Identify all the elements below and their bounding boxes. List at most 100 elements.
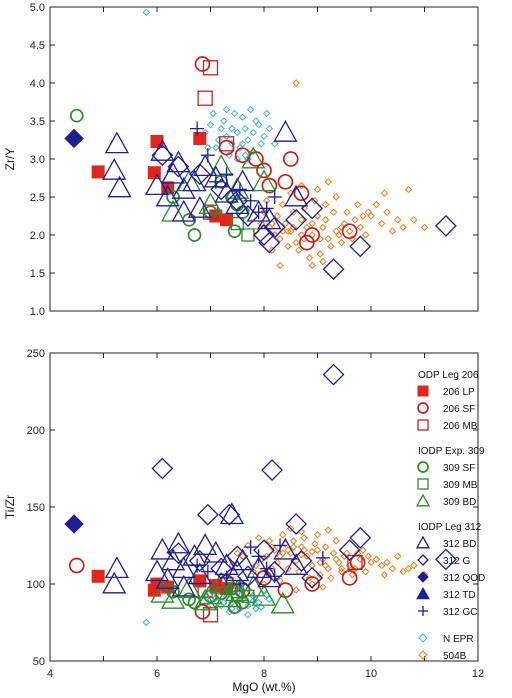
zr-y-point-504b (305, 254, 314, 262)
zr-y-point-n-epr (265, 124, 274, 133)
legend-marker-312-td (416, 586, 430, 600)
zr-y-point-206-mb (202, 204, 219, 220)
ti-zr-marks (64, 363, 457, 627)
zr-y-point-n-epr (233, 155, 241, 163)
zr-y-point-312-bd (160, 161, 186, 184)
ti-zr-point-312-g (349, 526, 372, 549)
ti-zr-point-312-bd (230, 548, 255, 571)
zr-y-point-206-sf (282, 151, 299, 167)
zr-y-point-504b (316, 250, 324, 258)
ti-zr-point-504b (297, 527, 306, 536)
zr-y-point-309-sf (166, 190, 180, 204)
ti-zr-x-tick-label: 4 (47, 668, 53, 680)
ti-zr-panel: 50 100 150 200 250 4 6 8 10 12 Ti/Zr MgO (wt.%) (3, 348, 484, 694)
ti-zr-point-504b (367, 558, 375, 567)
zr-y-point-312-g (151, 144, 174, 167)
ti-zr-point-504b (276, 577, 284, 585)
zr-y-point-504b (313, 185, 322, 194)
zr-y-point-504b (281, 219, 290, 228)
zr-y-point-504b (321, 200, 330, 209)
zr-y-point-504b (257, 219, 266, 228)
zr-y-marks (64, 8, 457, 281)
zr-y-point-312-bd (283, 184, 309, 207)
legend-label-312-td: 312 TD (443, 590, 476, 601)
ti-zr-point-n-epr (244, 601, 252, 610)
zr-y-point-n-epr (238, 113, 247, 121)
zr-y-point-504b (319, 223, 327, 232)
ti-zr-point-504b (292, 586, 300, 594)
ti-zr-point-312-g (218, 503, 241, 526)
ti-zr-point-309-bd (176, 576, 202, 599)
ti-zr-point-504b (292, 557, 300, 565)
zr-y-point-n-epr (212, 143, 220, 152)
ti-zr-y-axis: 50 100 150 200 250 (27, 348, 478, 668)
ti-zr-point-504b (311, 540, 319, 548)
legend-label-n-epr: N EPR (443, 634, 474, 645)
ti-zr-point-312-bd (104, 556, 129, 579)
zr-y-point-504b (353, 200, 362, 209)
zr-y-point-312-bd (273, 120, 298, 142)
legend-label-206-sf: 206 SF (443, 404, 475, 415)
ti-zr-point-309-bd (160, 587, 186, 609)
ti-zr-point-312-bd (155, 567, 180, 589)
ti-zr-y-tick-label: 150 (27, 502, 45, 514)
ti-zr-y-tick-label: 250 (27, 348, 45, 360)
zr-y-point-504b (380, 189, 389, 197)
ti-zr-point-312-g (285, 513, 308, 535)
zr-y-point-504b (276, 261, 284, 270)
zr-y-point-n-epr (222, 132, 231, 140)
ti-zr-x-tick-label: 8 (261, 668, 267, 680)
ti-zr-point-312-qod (64, 514, 84, 534)
zr-y-point-n-epr (252, 117, 260, 125)
zr-y-y-tick-label: 2.0 (30, 230, 45, 242)
ti-zr-point-312-gc (259, 561, 274, 576)
legend-marker-309-mb (417, 478, 429, 490)
ti-zr-point-504b (289, 537, 298, 545)
legend-group-title: IODP Exp. 309 (418, 446, 485, 457)
ti-zr-point-312-gc (315, 550, 330, 565)
zr-y-point-504b (276, 235, 284, 243)
ti-zr-y-tick-label: 100 (27, 579, 45, 591)
zr-y-point-n-epr (220, 117, 228, 125)
ti-zr-point-309-bd (251, 583, 277, 606)
ti-zr-point-312-bd (187, 562, 212, 585)
ti-zr-point-504b (284, 564, 292, 573)
zr-y-point-206-sf (277, 173, 294, 190)
ti-zr-point-504b (254, 534, 263, 542)
zr-y-point-504b (420, 223, 429, 232)
zr-y-point-312-gc (219, 167, 234, 182)
ti-zr-point-504b (233, 549, 241, 557)
ti-zr-x-tick-label: 12 (472, 668, 484, 680)
legend-marker-n-epr (418, 633, 428, 643)
zr-y-point-206-sf (341, 223, 358, 240)
ti-zr-point-504b (337, 567, 346, 576)
zr-y-point-504b (295, 246, 303, 254)
zr-y-point-n-epr (241, 151, 249, 159)
ti-zr-point-504b (372, 555, 381, 564)
zr-y-point-504b (332, 193, 340, 201)
ti-zr-point-504b (319, 583, 327, 591)
ti-zr-point-n-epr (244, 611, 252, 619)
ti-zr-point-n-epr (220, 598, 228, 607)
zr-y-point-504b (273, 212, 282, 220)
zr-y-point-504b (260, 208, 268, 216)
ti-zr-point-504b (410, 561, 418, 570)
zr-y-point-312-gc (259, 201, 274, 216)
zr-y-y-axis-label: Zr/Y (3, 148, 17, 171)
zr-y-point-504b (367, 212, 375, 220)
legend-label-309-mb: 309 MB (443, 480, 478, 491)
ti-zr-point-504b (332, 555, 340, 564)
zr-y-point-504b (289, 223, 298, 232)
zr-y-point-206-mb (218, 136, 235, 152)
ti-zr-point-312-bd (225, 559, 250, 582)
zr-y-point-504b (377, 219, 386, 228)
ti-zr-point-504b (252, 561, 260, 570)
ti-zr-point-504b (364, 552, 373, 560)
zr-y-point-312-gc (208, 174, 223, 189)
ti-zr-point-312-g (290, 549, 313, 572)
legend-marker-309-sf (417, 461, 429, 473)
zr-y-point-309-sf (187, 228, 202, 242)
legend-group-title: IODP Leg 312 (418, 522, 482, 533)
ti-zr-point-312-g (226, 545, 249, 568)
zr-y-point-n-epr (244, 136, 252, 144)
